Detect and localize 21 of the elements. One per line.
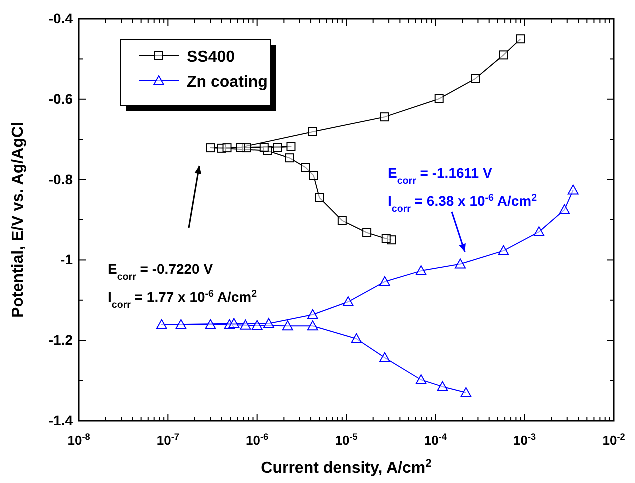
annotation: I$_{corr}$ = 6.38 x 10$^{-6}$ A/cm$^{2}$ bbox=[388, 192, 538, 214]
annotation: E$_{corr}$ = -1.1611 V bbox=[388, 165, 493, 186]
y-tick-label: -0.4 bbox=[48, 10, 74, 26]
x-tick-label: 10$^{-2}$ bbox=[602, 432, 626, 448]
x-tick-label: 10$^{-5}$ bbox=[335, 432, 358, 448]
x-tick-label: 10$^{-3}$ bbox=[514, 432, 536, 448]
y-tick-label: -0.6 bbox=[48, 90, 74, 107]
x-tick-label: 10$^{-7}$ bbox=[156, 432, 180, 448]
y-axis-title: Potential, E/V vs. Ag/AgCl bbox=[10, 122, 27, 318]
legend-label: Zn coating bbox=[187, 74, 268, 91]
y-tick-label: -0.8 bbox=[48, 171, 74, 188]
y-tick-label: -1.4 bbox=[48, 412, 74, 428]
annotation: E$_{corr}$ = -0.7220 V bbox=[108, 261, 214, 282]
annotation: I$_{corr}$ = 1.77 x 10$^{-6}$ A/cm$^{2}$ bbox=[108, 288, 258, 310]
x-tick-label: 10$^{-8}$ bbox=[68, 432, 90, 448]
x-axis-title: Current density, A/cm$^{2}$ bbox=[261, 458, 432, 477]
x-tick-label: 10$^{-4}$ bbox=[424, 432, 448, 448]
x-tick-label: 10$^{-6}$ bbox=[246, 432, 269, 448]
y-tick-label: -1.2 bbox=[48, 332, 74, 348]
y-tick-label: -1 bbox=[60, 252, 74, 268]
legend-label: SS400 bbox=[187, 49, 236, 66]
